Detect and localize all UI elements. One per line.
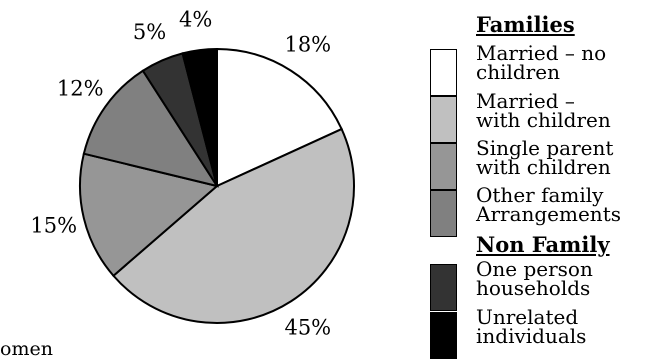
pie-chart: 18% 45% 15% 12% 5% 4%	[30, 7, 355, 339]
legend-swatch-single-parent	[430, 143, 457, 190]
legend-label-married-with-children: Married – with children	[476, 89, 611, 132]
pie-slice-married-with-children	[112, 127, 355, 324]
legend-swatch-unrelated	[430, 312, 457, 359]
legend-label-one-person: One person households	[476, 257, 593, 300]
legend-label-unrelated: Unrelated individuals	[476, 305, 587, 348]
slice-label-other-family: 12%	[57, 77, 104, 101]
legend-swatch-other-family	[430, 190, 457, 237]
slice-label-one-person: 5%	[133, 20, 166, 44]
slice-label-married-no-children: 18%	[284, 33, 331, 57]
pie-slice-married-no-children	[216, 47, 343, 188]
legend-heading-non-family: Non Family	[476, 232, 610, 257]
legend: Families Married – no children Married –…	[430, 2, 663, 360]
legend-label-married-no-children: Married – no children	[476, 41, 607, 84]
legend-swatch-one-person	[430, 264, 457, 311]
pie-slice-unrelated	[181, 47, 218, 187]
legend-swatch-married-no-children	[430, 49, 457, 96]
legend-label-single-parent: Single parent with children	[476, 136, 614, 179]
slice-label-unrelated: 4%	[179, 7, 212, 31]
pie-slice-other-family	[82, 69, 220, 188]
legend-swatch-married-with-children	[430, 96, 457, 143]
slice-label-married-with-children: 45%	[284, 315, 331, 339]
legend-label-other-family: Other family Arrangements	[476, 183, 621, 226]
slice-label-single-parent: 15%	[30, 214, 77, 238]
pie-slice-single-parent	[79, 152, 220, 278]
cut-off-text: omen	[0, 338, 53, 360]
legend-heading-families: Families	[476, 12, 575, 37]
